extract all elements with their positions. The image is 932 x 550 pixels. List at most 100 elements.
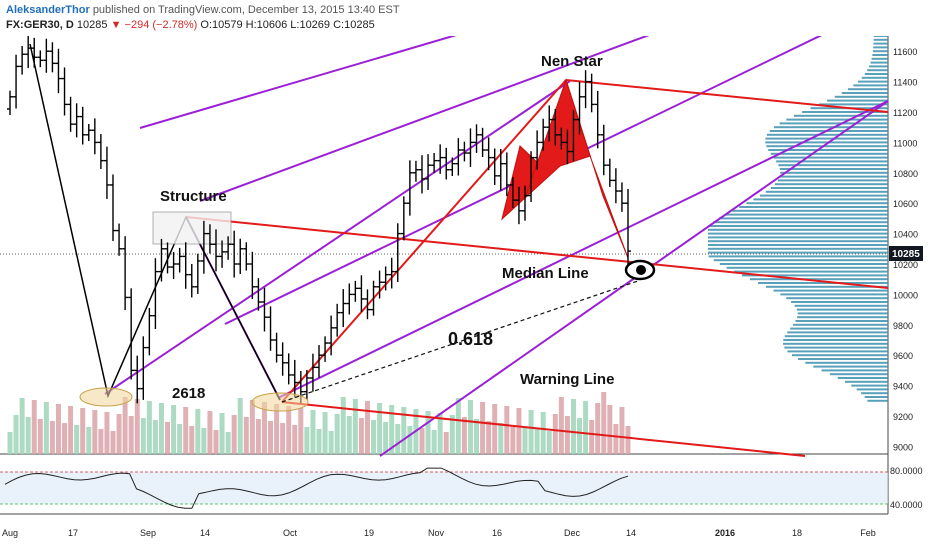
volume-bar bbox=[249, 400, 255, 454]
volume-bar bbox=[492, 404, 498, 454]
volume-bar bbox=[237, 398, 243, 454]
volume-profile-bar bbox=[779, 175, 888, 178]
volume-bar bbox=[389, 405, 395, 454]
volume-bar bbox=[358, 418, 364, 454]
volume-profile-bar bbox=[770, 187, 888, 189]
volume-bar bbox=[407, 426, 413, 454]
candle bbox=[79, 106, 86, 145]
volume-bar bbox=[128, 416, 134, 454]
fib-label: 0.618 bbox=[448, 329, 493, 349]
price-tick: 11400 bbox=[893, 78, 917, 88]
volume-bar bbox=[74, 425, 80, 454]
candle bbox=[370, 280, 377, 316]
volume-profile-bar bbox=[765, 190, 888, 193]
candle bbox=[419, 155, 425, 194]
candle bbox=[249, 251, 256, 299]
candle bbox=[285, 353, 292, 385]
price-tick: 9200 bbox=[893, 412, 913, 422]
candle bbox=[19, 46, 26, 75]
volume-profile-bar bbox=[793, 323, 888, 326]
structure-box bbox=[152, 211, 232, 245]
pitchfork-handle bbox=[281, 79, 567, 403]
candle bbox=[7, 90, 13, 116]
candle bbox=[91, 118, 98, 155]
time-axis: Aug 17 Sep 14 Oct 19 Nov 16 Dec 14 2016 18 Feb bbox=[2, 528, 876, 538]
volume-bar bbox=[528, 410, 534, 454]
volume-bar bbox=[177, 424, 183, 454]
pivot-ellipse-left bbox=[79, 387, 133, 407]
volume-profile-bar bbox=[805, 361, 888, 364]
volume-bar bbox=[334, 414, 340, 454]
volume-profile-bar bbox=[844, 380, 888, 383]
volume-bar bbox=[570, 399, 576, 454]
published-text: published on TradingView.com, December 1… bbox=[92, 4, 400, 16]
upper-parallel bbox=[565, 79, 889, 113]
volume-profile-bar bbox=[773, 289, 888, 292]
volume-profile-bar bbox=[708, 240, 888, 243]
candle bbox=[570, 110, 577, 161]
author-link[interactable]: AleksanderThor bbox=[6, 4, 90, 16]
volume-profile-bar bbox=[861, 76, 888, 79]
price-tick: 11200 bbox=[893, 108, 917, 118]
candle bbox=[67, 96, 74, 132]
candle bbox=[612, 168, 619, 204]
candle bbox=[43, 38, 50, 73]
volume-profile-bar bbox=[708, 255, 888, 258]
time-tick: Nov bbox=[428, 528, 445, 538]
chart-header: AleksanderThor published on TradingView.… bbox=[0, 0, 932, 36]
oscillator-band bbox=[0, 472, 888, 504]
candle bbox=[485, 137, 492, 171]
time-tick: 14 bbox=[200, 528, 210, 538]
volume-profile-bar bbox=[870, 61, 888, 64]
median-line-label: Median Line bbox=[502, 265, 589, 282]
candle bbox=[594, 90, 601, 149]
nen-star-label: Nen Star bbox=[541, 53, 603, 70]
price-chart[interactable]: Nen Star Structure Median Line 0.618 War… bbox=[0, 36, 932, 550]
volume-bar bbox=[455, 398, 461, 454]
volume-bar bbox=[419, 428, 425, 454]
candle bbox=[55, 48, 62, 94]
volume-profile-bar bbox=[797, 312, 888, 315]
structure-label: Structure bbox=[160, 188, 227, 205]
price-tick: 9000 bbox=[893, 442, 913, 452]
volume-profile-bar bbox=[778, 164, 888, 167]
volume-profile-bar bbox=[873, 42, 888, 45]
volume-profile-bar bbox=[873, 38, 888, 41]
volume-profile-bar bbox=[708, 228, 888, 231]
volume-bar bbox=[504, 406, 510, 454]
swing-line bbox=[29, 43, 281, 401]
pitchfork-lines bbox=[185, 79, 889, 457]
last-price-label: 10285 bbox=[76, 19, 108, 31]
volume-profile-bar bbox=[780, 171, 888, 174]
oscillator-tick: 40.0000 bbox=[890, 500, 923, 510]
volume-profile-bar bbox=[741, 274, 888, 277]
volume-profile-bar bbox=[813, 365, 888, 368]
candle bbox=[382, 266, 389, 291]
volume-bar bbox=[613, 424, 619, 454]
volume-profile-bar bbox=[818, 103, 888, 106]
candle bbox=[528, 151, 535, 202]
candle bbox=[309, 353, 316, 392]
volume-bar bbox=[104, 412, 110, 454]
volume-bar bbox=[37, 419, 43, 454]
volume-bar bbox=[346, 416, 352, 454]
volume-profile-bar bbox=[795, 320, 888, 322]
candle bbox=[540, 118, 547, 151]
volume-profile-bar bbox=[869, 65, 888, 68]
candle bbox=[164, 242, 171, 274]
time-tick: 18 bbox=[792, 528, 802, 538]
time-tick: 16 bbox=[492, 528, 502, 538]
candle bbox=[582, 70, 589, 109]
time-tick: Sep bbox=[140, 528, 156, 538]
candle bbox=[552, 108, 559, 146]
candle bbox=[73, 103, 80, 138]
volume-profile-bar bbox=[776, 160, 888, 163]
time-tick: Aug bbox=[2, 528, 18, 538]
volume-bar bbox=[19, 398, 25, 454]
volume-bar bbox=[316, 429, 322, 454]
volume-profile-bar bbox=[765, 141, 888, 144]
volume-profile-bar bbox=[834, 95, 888, 98]
volume-bar bbox=[146, 401, 152, 454]
candle bbox=[261, 287, 268, 332]
volume-profile-bar bbox=[856, 388, 888, 391]
